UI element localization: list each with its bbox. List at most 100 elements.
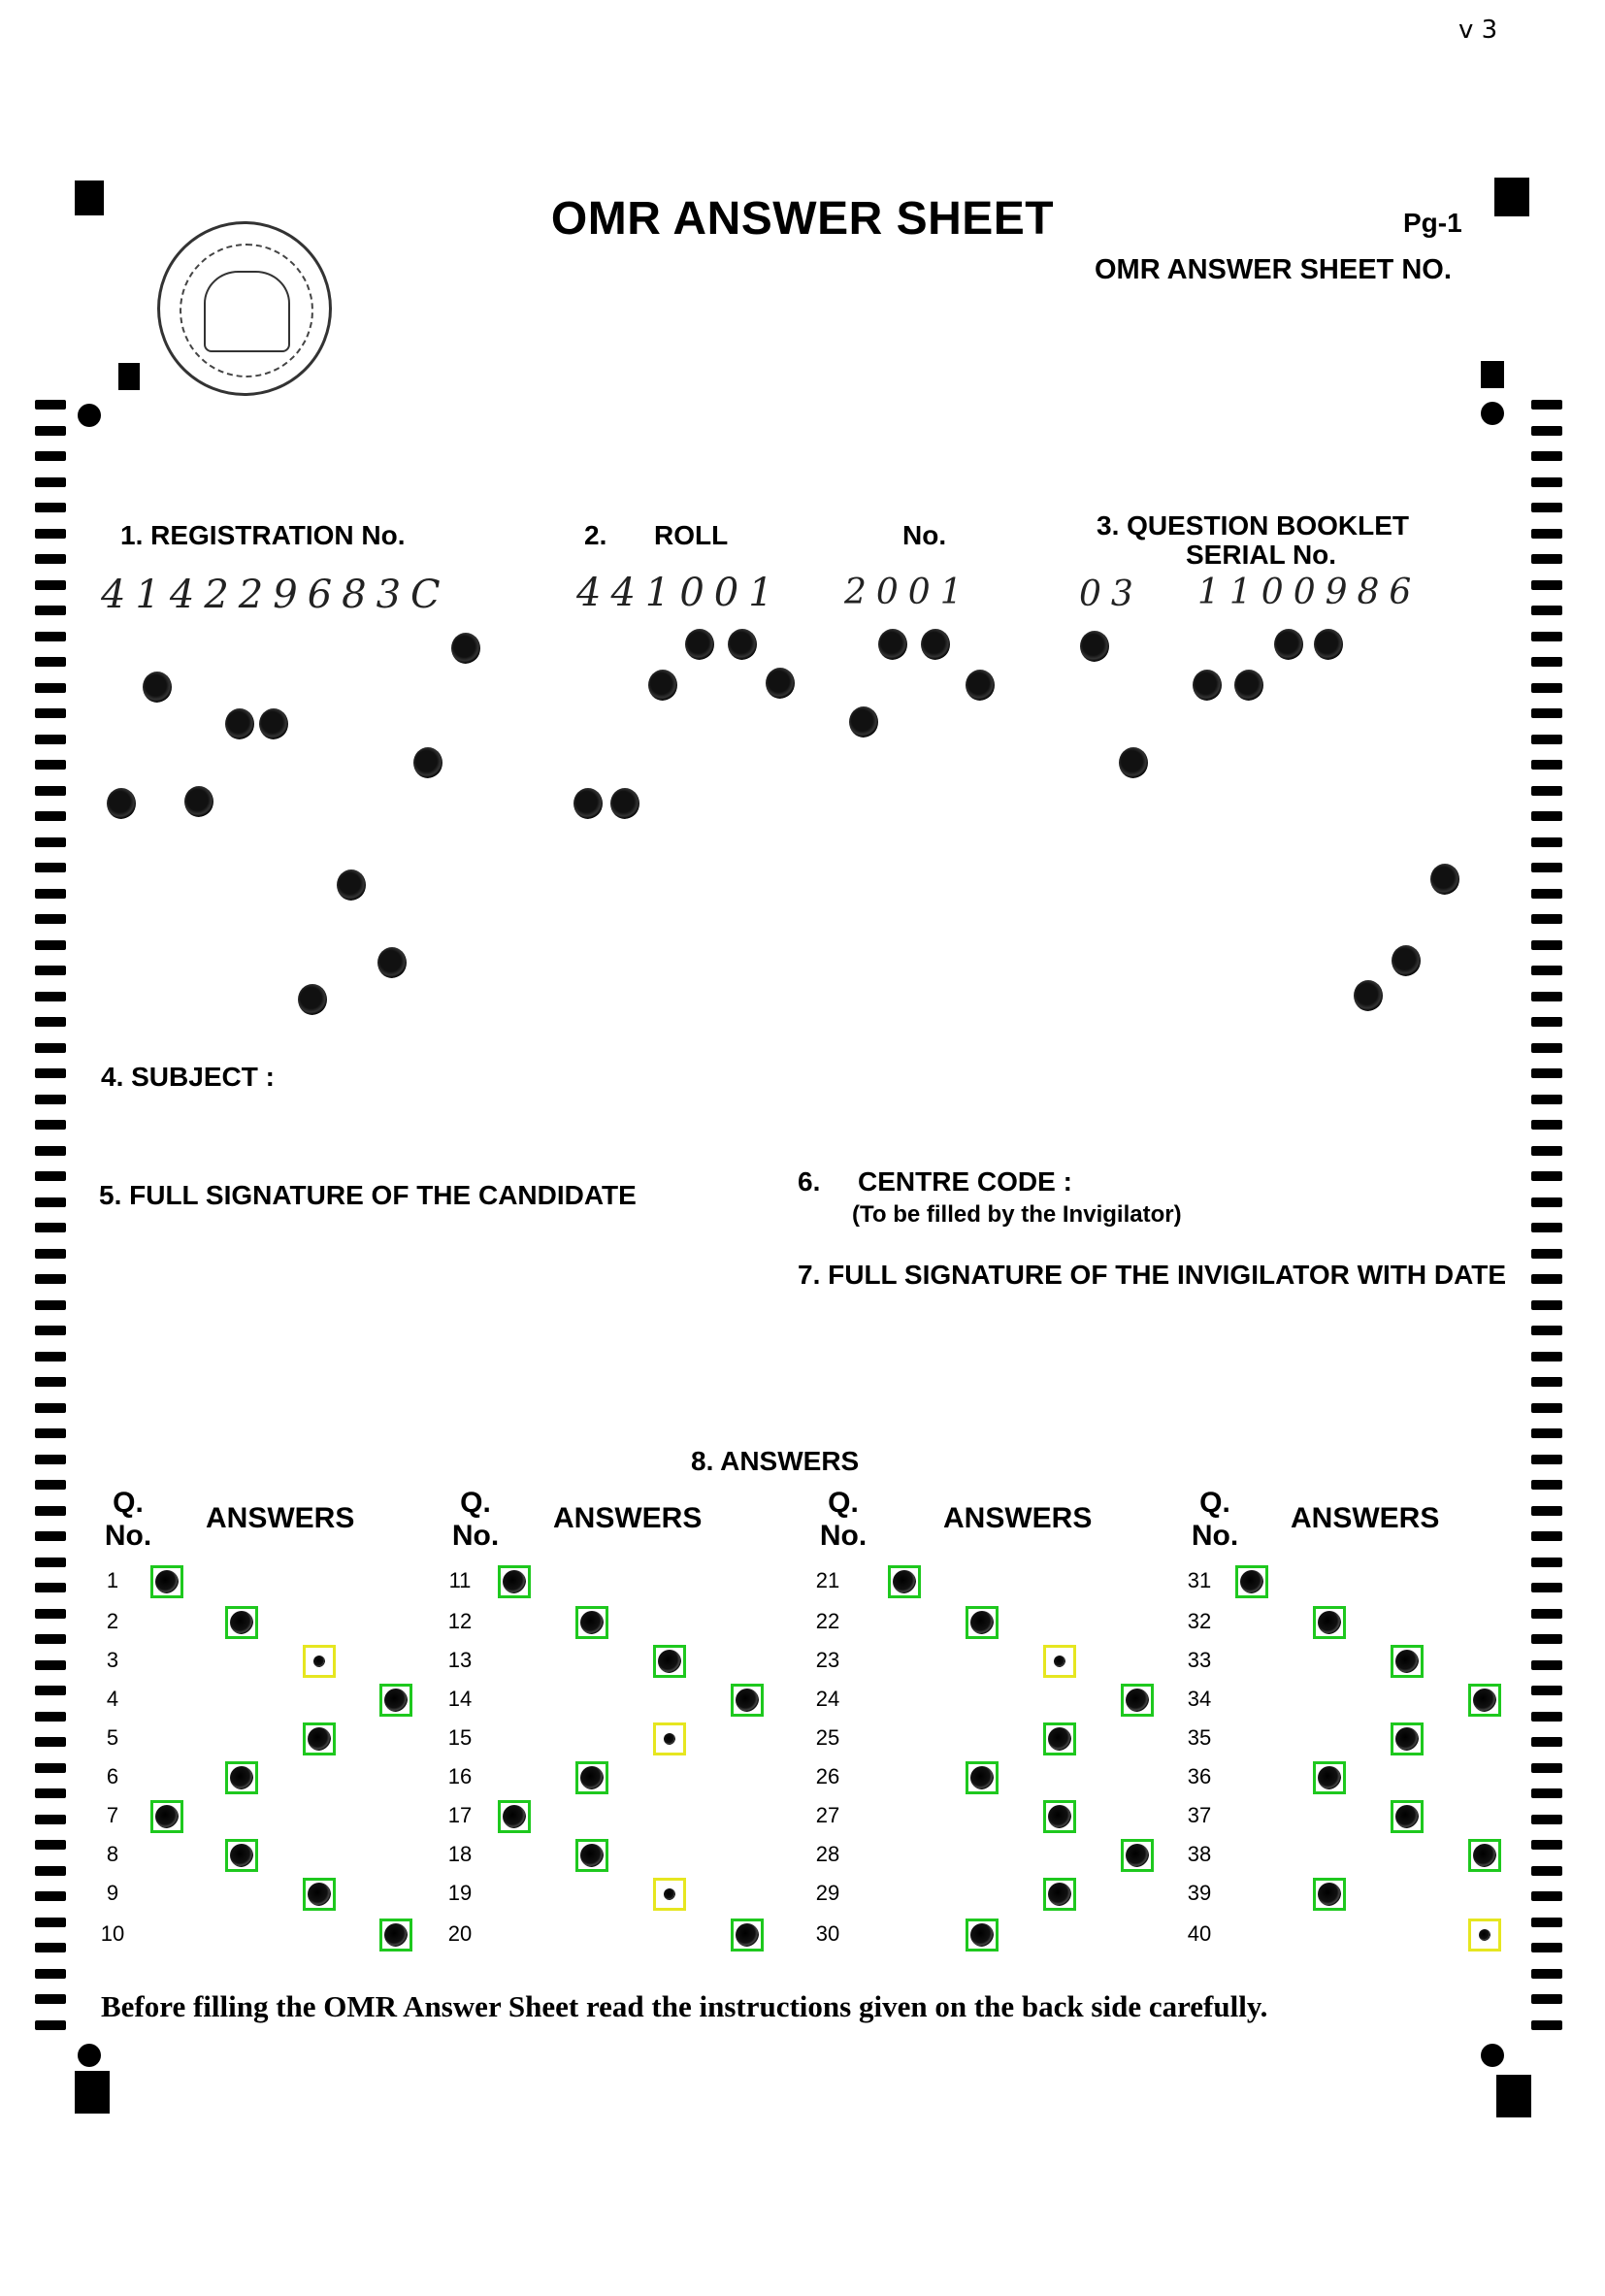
booklet-value-part-2: 1100986	[1197, 573, 1421, 612]
timing-mark	[35, 863, 66, 872]
timing-mark	[35, 554, 66, 564]
question-number: 4	[93, 1687, 132, 1712]
pencil-mark	[1048, 1883, 1071, 1906]
pencil-mark	[1048, 1727, 1071, 1751]
answer-bubble-detected	[1391, 1722, 1424, 1755]
instructions-footer: Before filling the OMR Answer Sheet read…	[101, 1989, 1267, 2024]
answer-bubble-detected	[731, 1919, 764, 1952]
pencil-mark	[580, 1844, 604, 1867]
sheet-number-label: OMR ANSWER SHEET NO.	[1095, 254, 1452, 286]
roll-number-prefix: 2.	[584, 520, 606, 551]
pencil-mark	[1126, 1844, 1149, 1867]
timing-mark	[35, 914, 66, 924]
registration-square-inner-right	[1481, 361, 1504, 388]
timing-mark	[35, 1583, 66, 1592]
filled-bubble	[225, 708, 254, 739]
answer-bubble-detected	[150, 1565, 183, 1598]
filled-bubble	[413, 747, 442, 778]
pencil-mark	[384, 1923, 408, 1947]
filled-bubble	[966, 670, 995, 701]
question-number: 27	[808, 1803, 847, 1828]
question-number: 20	[441, 1921, 479, 1947]
timing-mark	[1531, 683, 1562, 693]
timing-mark	[1531, 1120, 1562, 1130]
timing-mark	[35, 1891, 66, 1901]
question-number: 31	[1180, 1568, 1219, 1593]
answer-bubble-flagged	[653, 1722, 686, 1755]
booklet-label: 3. QUESTION BOOKLET	[1097, 510, 1409, 541]
pencil-mark	[736, 1689, 759, 1712]
answer-bubble-detected	[1043, 1878, 1076, 1911]
timing-mark	[35, 1531, 66, 1541]
timing-mark	[1531, 1300, 1562, 1310]
answer-bubble-flagged	[1468, 1919, 1501, 1952]
answer-bubble-detected	[225, 1761, 258, 1794]
answer-bubble-detected	[379, 1684, 412, 1717]
timing-mark	[1531, 632, 1562, 641]
filled-bubble	[1193, 670, 1222, 701]
timing-mark	[35, 889, 66, 899]
timing-mark	[35, 992, 66, 1001]
question-number: 40	[1180, 1921, 1219, 1947]
timing-mark	[1531, 2020, 1562, 2030]
filled-bubble	[728, 629, 757, 660]
timing-mark	[35, 1249, 66, 1259]
timing-mark	[1531, 708, 1562, 718]
answer-bubble-detected	[966, 1761, 999, 1794]
question-number: 30	[808, 1921, 847, 1947]
answer-bubble-detected	[303, 1722, 336, 1755]
timing-mark	[35, 1300, 66, 1310]
timing-mark	[35, 683, 66, 693]
pencil-mark	[893, 1570, 916, 1593]
registration-value: 414229683C	[101, 573, 450, 617]
timing-mark	[1531, 477, 1562, 487]
pencil-mark	[1318, 1766, 1341, 1789]
answer-bubble-detected	[225, 1606, 258, 1639]
answer-bubble-detected	[1121, 1839, 1154, 1872]
answers-header: ANSWERS	[553, 1502, 702, 1535]
question-number: 18	[441, 1842, 479, 1867]
timing-mark	[1531, 1455, 1562, 1464]
filled-bubble	[1119, 747, 1148, 778]
filled-bubble	[184, 786, 213, 817]
timing-mark	[1531, 1043, 1562, 1053]
timing-mark	[1531, 1506, 1562, 1516]
filled-bubble	[1354, 980, 1383, 1011]
pencil-mark	[1395, 1727, 1419, 1751]
question-number: 38	[1180, 1842, 1219, 1867]
pencil-mark	[658, 1650, 681, 1673]
question-number: 28	[808, 1842, 847, 1867]
timing-mark	[1531, 966, 1562, 975]
timing-mark	[35, 1712, 66, 1722]
question-number: 39	[1180, 1881, 1219, 1906]
pencil-mark	[1395, 1650, 1419, 1673]
answer-bubble-detected	[303, 1878, 336, 1911]
answer-bubble-detected	[966, 1919, 999, 1952]
timing-mark	[1531, 657, 1562, 667]
question-number: 32	[1180, 1609, 1219, 1634]
pencil-mark	[580, 1766, 604, 1789]
registration-square-inner-left	[118, 363, 140, 390]
timing-mark	[35, 1506, 66, 1516]
timing-mark	[35, 735, 66, 744]
answer-bubble-detected	[653, 1645, 686, 1678]
timing-mark	[1531, 863, 1562, 872]
subject-label: 4. SUBJECT :	[101, 1062, 275, 1093]
registration-square-bottom-left	[75, 2071, 110, 2114]
timing-mark	[35, 1017, 66, 1027]
timing-mark	[1531, 1609, 1562, 1619]
timing-mark	[35, 1146, 66, 1156]
pencil-mark	[1126, 1689, 1149, 1712]
timing-mark	[1531, 400, 1562, 410]
timing-mark	[1531, 1583, 1562, 1592]
timing-mark	[35, 529, 66, 539]
timing-mark	[1531, 1943, 1562, 1952]
timing-mark	[35, 657, 66, 667]
timing-mark	[1531, 940, 1562, 950]
timing-mark	[35, 1815, 66, 1824]
filled-bubble	[451, 633, 480, 664]
timing-mark	[1531, 1068, 1562, 1078]
filled-bubble	[143, 672, 172, 703]
timing-mark	[1531, 1403, 1562, 1413]
pencil-mark	[1318, 1883, 1341, 1906]
